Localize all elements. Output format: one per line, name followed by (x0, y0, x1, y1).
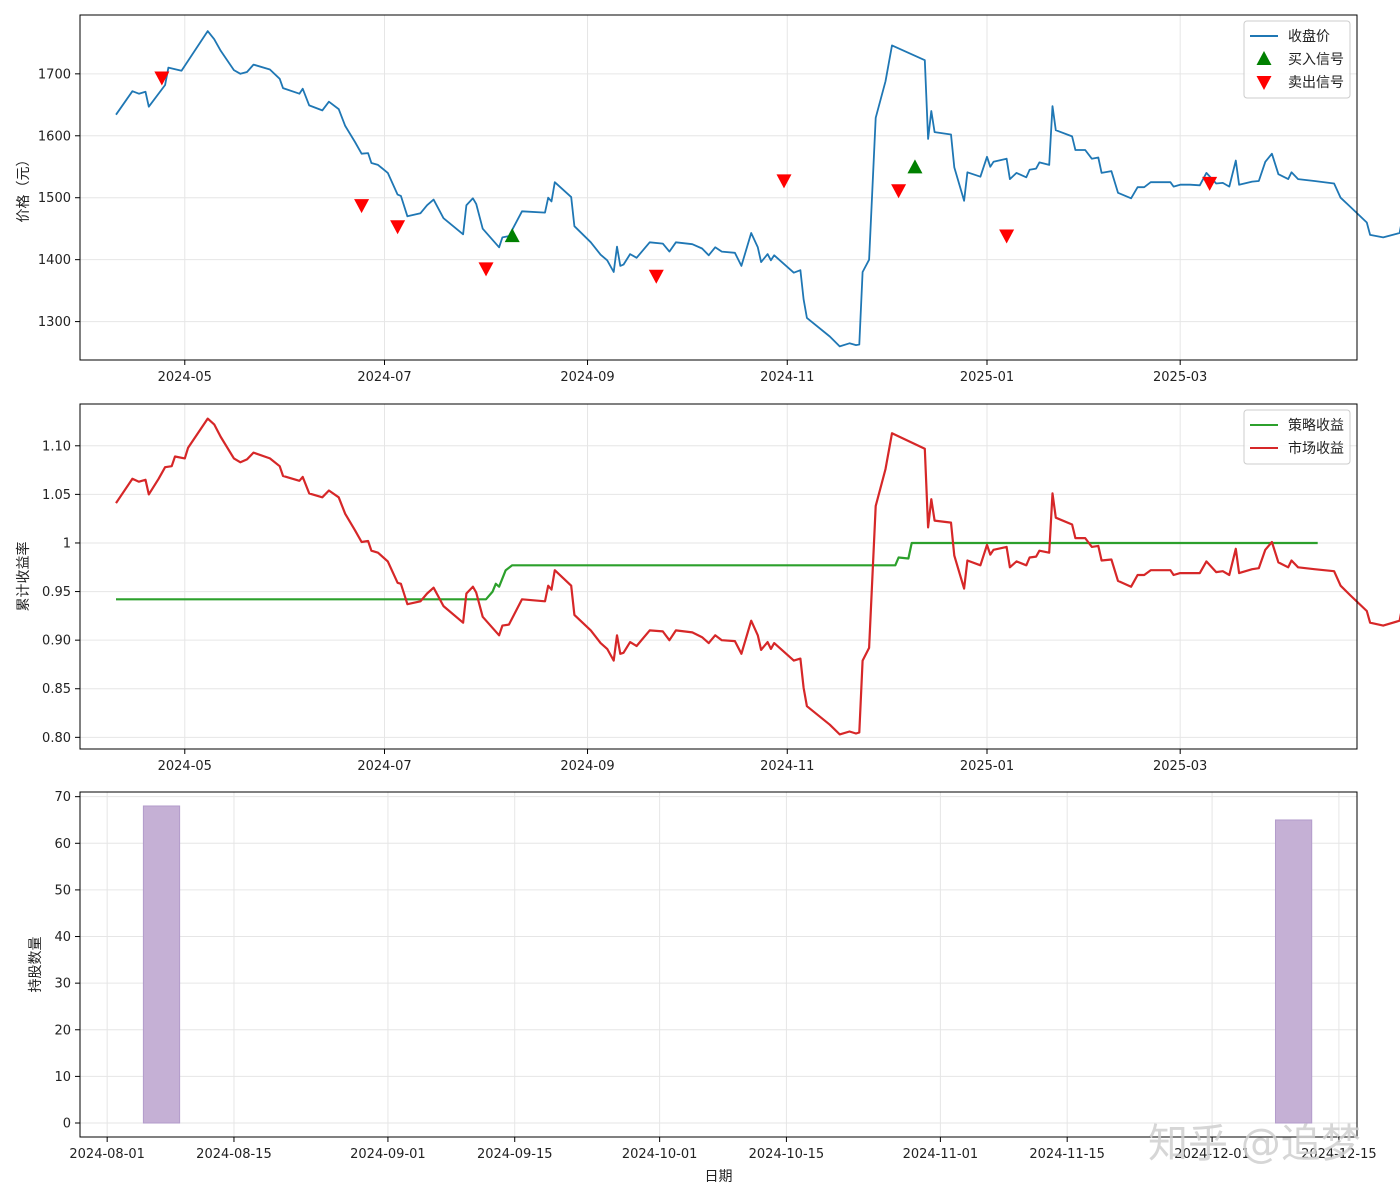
y-tick-label: 0 (63, 1117, 71, 1132)
x-tick-label: 2024-08-15 (196, 1147, 272, 1162)
y-tick-label: 1 (63, 536, 71, 551)
x-tick-label: 2024-12-15 (1301, 1147, 1377, 1162)
x-tick-label: 2024-10-15 (749, 1147, 825, 1162)
x-tick-label: 2024-05 (158, 370, 212, 385)
legend-label: 收盘价 (1288, 28, 1330, 45)
series-line-1 (115, 30, 1400, 348)
x-tick-label: 2024-11-15 (1029, 1147, 1105, 1162)
sell-signal-marker (648, 269, 664, 284)
series-line-1 (116, 541, 1318, 601)
plot-frame (79, 791, 1358, 1138)
x-tick-label: 2024-09-15 (477, 1147, 553, 1162)
y-tick-label: 0.80 (42, 731, 71, 746)
chart-panel-3: 0 10 20 30 40 50 60 70 2024-08-01 2024-08-15 2024-… (28, 790, 1377, 1185)
y-tick-label: 60 (54, 837, 71, 852)
buy-signal-marker (907, 159, 923, 174)
x-tick-label: 2024-08-01 (69, 1147, 145, 1162)
x-axis-label: 日期 (705, 1169, 733, 1185)
sell-signal-marker (390, 220, 406, 235)
y-tick-label: 30 (54, 977, 71, 992)
y-tick-label: 1300 (38, 315, 71, 330)
x-tick-label: 2024-11 (760, 370, 814, 385)
y-tick-label: 1600 (38, 129, 71, 144)
sell-signal-marker (354, 199, 370, 214)
watermark: 知乎 @追梦 (1148, 1121, 1361, 1167)
plot-frame (79, 14, 1358, 361)
sell-signal-marker (999, 229, 1015, 244)
bar-2 (1274, 819, 1313, 1124)
y-tick-label: 0.95 (42, 585, 71, 600)
y-axis-label: 价格（元） (16, 153, 32, 223)
y-tick-label: 1400 (38, 253, 71, 268)
x-tick-label: 2025-03 (1153, 370, 1207, 385)
plot-area (80, 404, 1357, 749)
legend-label: 买入信号 (1288, 52, 1344, 68)
y-axis-label: 累计收益率 (15, 542, 32, 612)
plot-frame (79, 403, 1358, 750)
buy-signal-marker (504, 228, 520, 243)
sell-signal-marker (776, 174, 792, 189)
y-tick-label: 0.85 (42, 682, 71, 697)
x-tick-label: 2024-10-01 (622, 1147, 698, 1162)
plot-area (80, 792, 1357, 1137)
y-tick-label: 1700 (38, 67, 71, 82)
x-tick-label: 2024-12-01 (1174, 1147, 1250, 1162)
y-tick-label: 50 (54, 883, 71, 898)
x-tick-label: 2024-07 (357, 759, 411, 774)
legend-label: 策略收益 (1288, 417, 1344, 434)
x-tick-label: 2024-07 (357, 370, 411, 385)
x-tick-label: 2024-09 (560, 370, 614, 385)
x-tick-label: 2025-01 (960, 759, 1014, 774)
y-axis-label: 持股数量 (28, 937, 44, 993)
legend-box (1243, 20, 1351, 99)
legend-marker (1256, 51, 1272, 65)
y-tick-label: 70 (54, 790, 71, 805)
sell-signal-marker (478, 262, 494, 277)
x-tick-label: 2024-11-01 (903, 1147, 979, 1162)
y-tick-label: 10 (54, 1070, 71, 1085)
series-line-2 (115, 417, 1400, 736)
legend-label: 卖出信号 (1288, 75, 1344, 91)
sell-signal-marker (154, 71, 170, 86)
legend-label: 市场收益 (1288, 440, 1344, 457)
chart-panel-2: 0.80 0.85 0.90 0.95 1 1.05 1.10 2024-05 2024-07 2… (15, 403, 1400, 774)
x-tick-label: 2024-05 (158, 759, 212, 774)
sell-signal-marker (891, 184, 907, 199)
sell-signal-marker (1202, 176, 1218, 191)
x-tick-label: 2024-09 (560, 759, 614, 774)
plot-area (80, 15, 1357, 360)
legend-marker (1256, 76, 1272, 90)
y-tick-label: 40 (54, 930, 71, 945)
legend-box (1243, 409, 1351, 465)
y-tick-label: 1.10 (42, 439, 71, 454)
x-tick-label: 2024-11 (760, 759, 814, 774)
x-tick-label: 2025-03 (1153, 759, 1207, 774)
x-tick-label: 2024-09-01 (350, 1147, 426, 1162)
x-tick-label: 2025-01 (960, 370, 1014, 385)
chart-panel-1: 1300 1400 1500 1600 1700 2024-05 2024-07 2024-0… (16, 14, 1400, 385)
bar-1 (142, 805, 181, 1124)
y-tick-label: 1.05 (42, 488, 71, 503)
y-tick-label: 20 (54, 1023, 71, 1038)
y-tick-label: 1500 (38, 191, 71, 206)
y-tick-label: 0.90 (42, 634, 71, 649)
